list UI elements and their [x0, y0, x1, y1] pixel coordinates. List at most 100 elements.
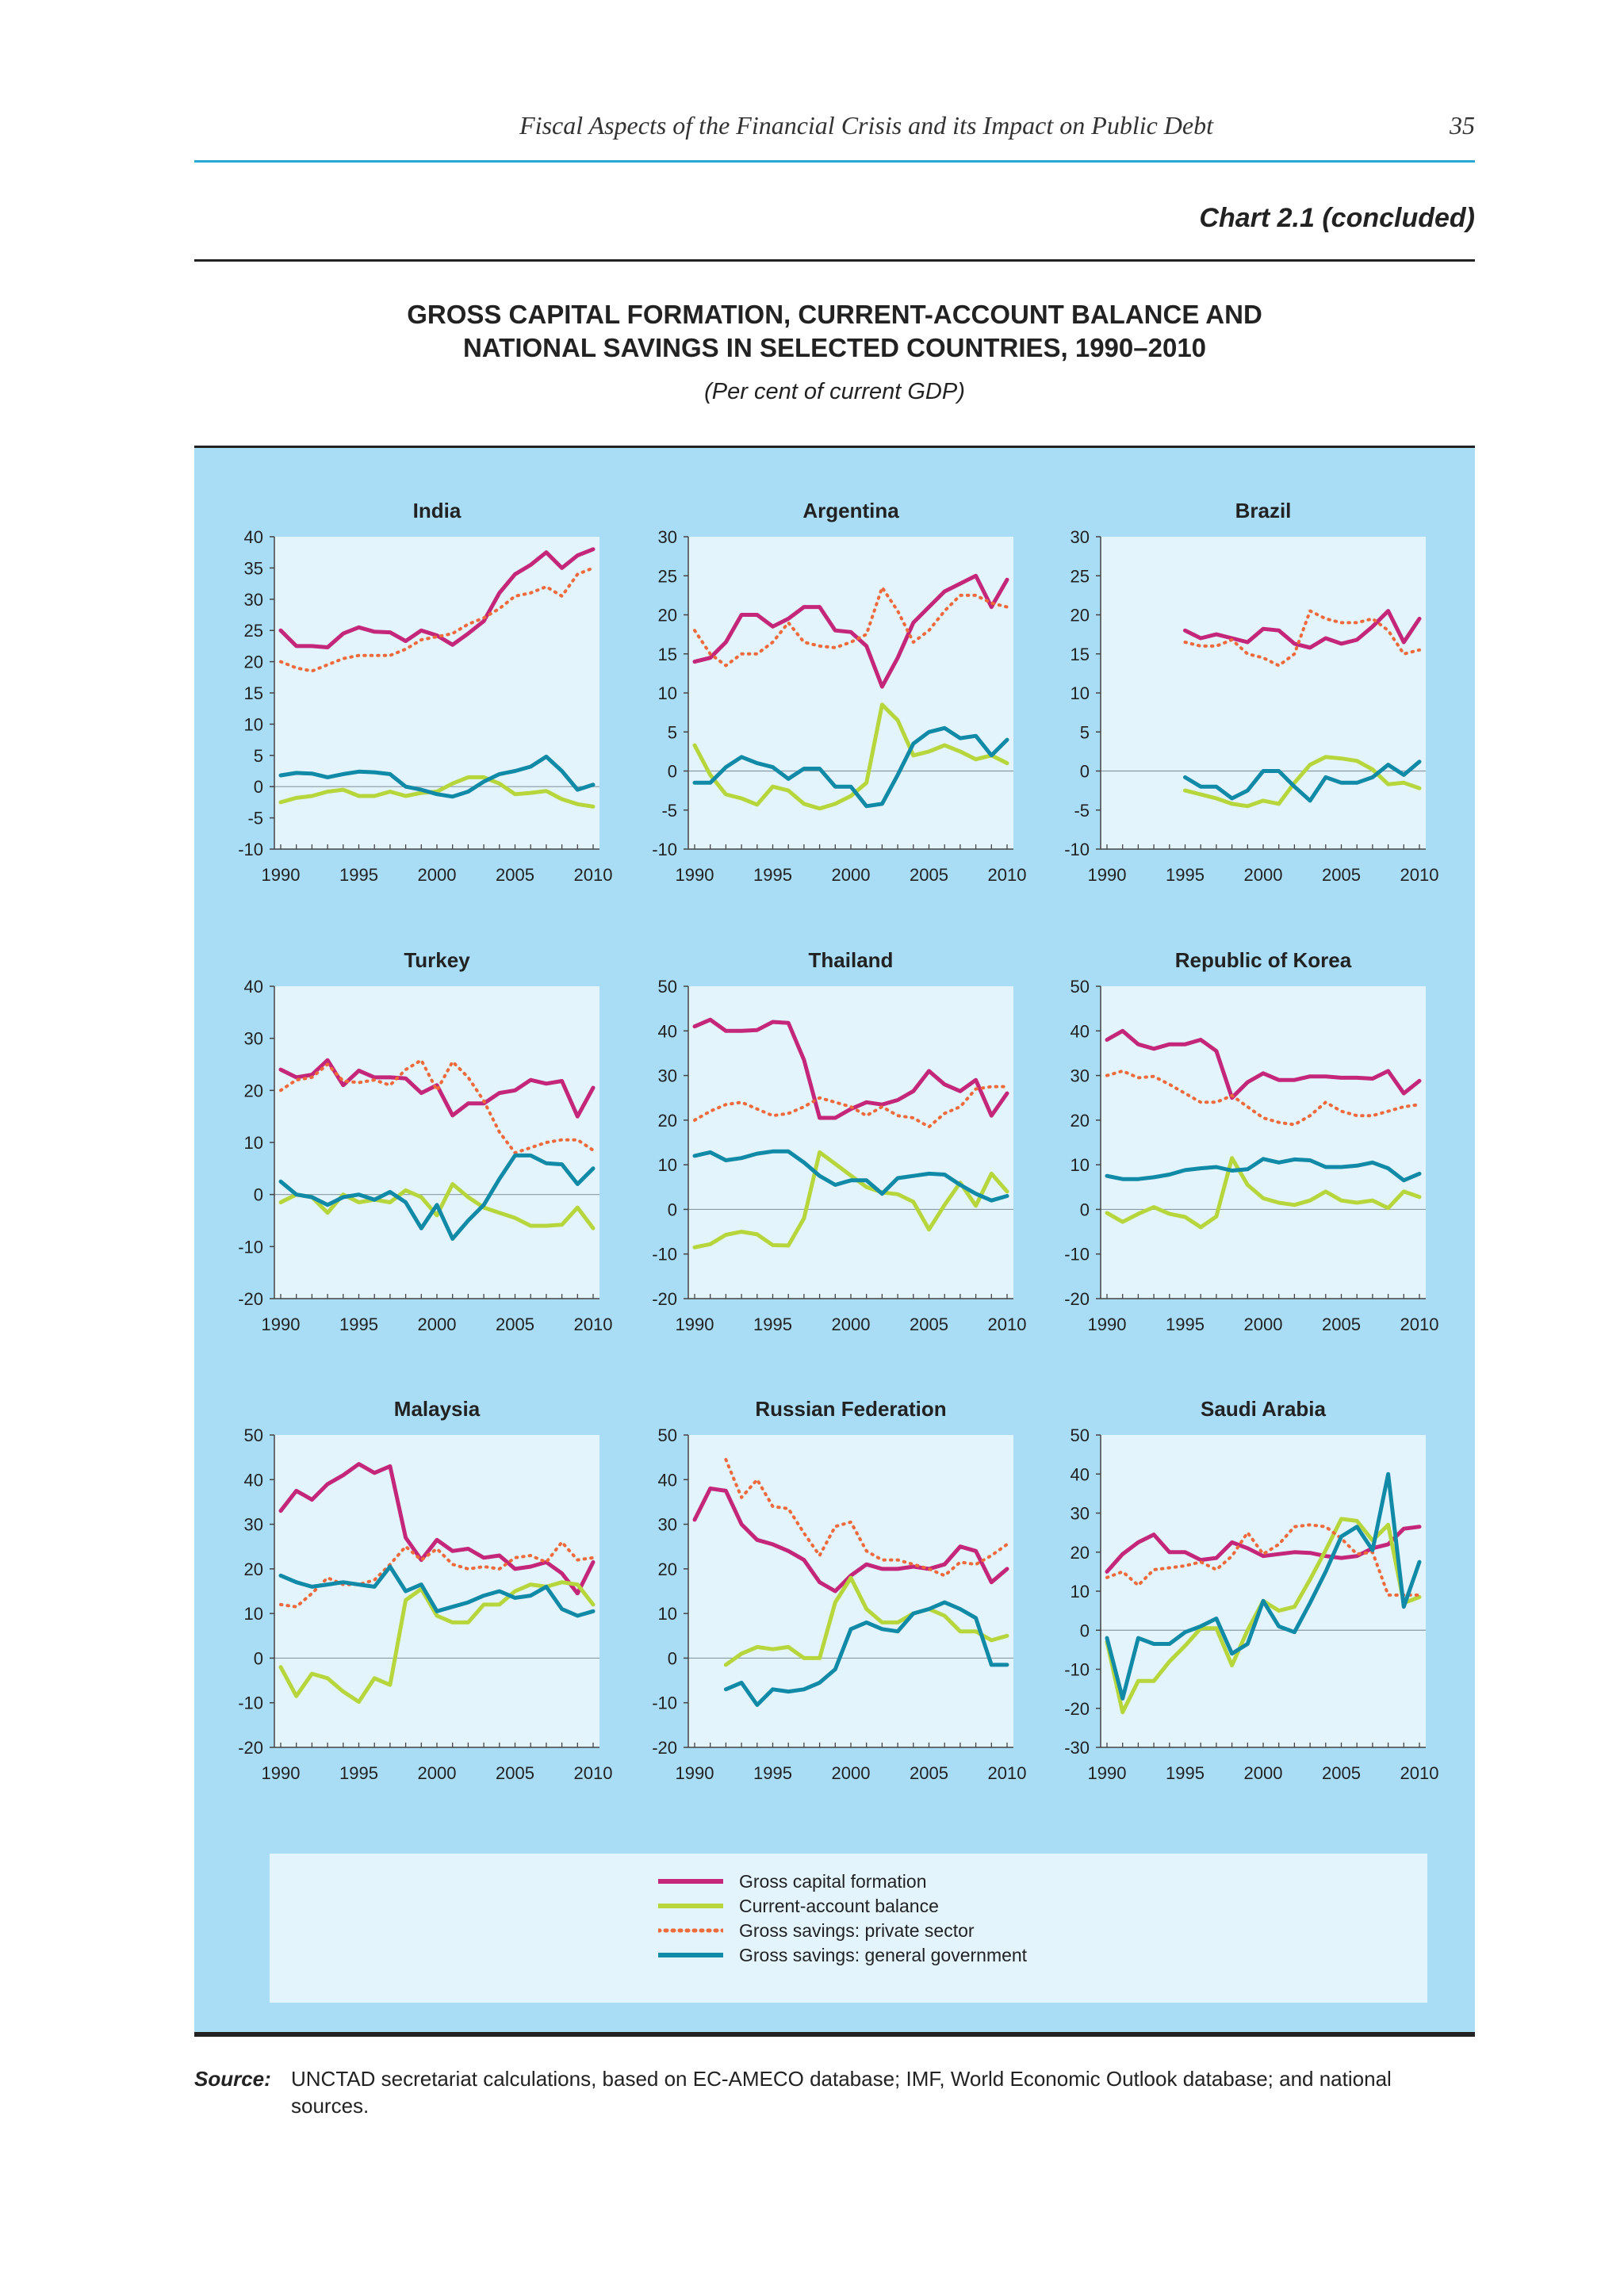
legend-swatch-government: [658, 1953, 723, 1957]
y-tick-label: 30: [1071, 1066, 1090, 1086]
x-tick-label: 1995: [339, 1763, 378, 1783]
y-tick-label: 20: [1071, 1543, 1090, 1563]
x-tick-label: 2000: [832, 865, 871, 885]
y-tick-label: 10: [658, 683, 677, 703]
figure-title-line2: NATIONAL SAVINGS IN SELECTED COUNTRIES, …: [462, 333, 1207, 362]
y-tick-label: 30: [1071, 527, 1090, 547]
chart-title: Malaysia: [394, 1397, 481, 1421]
x-tick-label: 2005: [910, 1763, 948, 1783]
chart-title: Argentina: [802, 499, 899, 522]
x-tick-label: 1990: [262, 865, 301, 885]
series-line-current-account-balance: [278, 1182, 596, 1230]
series-line-gross-savings-private-sector: [279, 566, 595, 673]
series-line-current-account-balance: [1183, 755, 1422, 809]
series-line-gross-savings-general-government: [278, 1564, 596, 1618]
x-tick-label: 2005: [1322, 1763, 1361, 1783]
x-tick-label: 2010: [988, 1314, 1027, 1334]
y-tick-label: 25: [1071, 566, 1090, 586]
y-tick-label: 0: [668, 1200, 677, 1219]
x-tick-label: 2010: [1400, 1314, 1439, 1334]
x-tick-label: 1990: [1088, 1763, 1127, 1783]
series-line-gross-capital-formation: [1105, 1028, 1422, 1100]
y-tick-label: -20: [1064, 1289, 1090, 1309]
series-line-gross-savings-general-government: [1183, 760, 1422, 803]
x-tick-label: 1995: [339, 865, 378, 885]
series-line-gross-savings-private-sector: [693, 1085, 1009, 1129]
y-tick-label: -20: [652, 1289, 677, 1309]
series-line-gross-capital-formation: [1183, 609, 1422, 650]
y-tick-label: 40: [244, 977, 263, 997]
plot-area: [688, 1435, 1013, 1747]
legend-swatch-cab: [658, 1904, 723, 1908]
y-tick-label: -10: [1064, 1245, 1090, 1265]
figure-subtitle: (Per cent of current GDP): [704, 379, 965, 404]
series-line-current-account-balance: [692, 1150, 1009, 1249]
source-label: Source:: [194, 2067, 271, 2091]
y-tick-label: 10: [244, 1133, 263, 1153]
x-tick-label: 2005: [496, 1763, 534, 1783]
y-tick-label: 25: [658, 566, 677, 586]
series-line-gross-savings-general-government: [278, 754, 596, 799]
x-tick-label: 1990: [676, 1763, 714, 1783]
y-tick-label: -20: [238, 1738, 263, 1758]
y-tick-label: 0: [668, 1648, 677, 1668]
x-tick-label: 1990: [1088, 865, 1127, 885]
series-line-gross-savings-general-government: [1105, 1157, 1422, 1183]
y-tick-label: -10: [652, 1245, 677, 1265]
series-line-gross-savings-private-sector: [1105, 1523, 1421, 1597]
x-tick-label: 2010: [988, 865, 1027, 885]
x-tick-label: 1990: [1088, 1314, 1127, 1334]
panel-rule-bottom: [194, 2032, 1475, 2034]
y-tick-label: 5: [254, 746, 263, 766]
x-tick-label: 2005: [1322, 865, 1361, 885]
y-tick-label: 0: [668, 762, 677, 782]
series-line-gross-savings-general-government: [278, 1153, 596, 1241]
chart-title: Russian Federation: [755, 1397, 946, 1421]
x-tick-label: 1995: [753, 1763, 792, 1783]
y-tick-label: 10: [1071, 1155, 1090, 1175]
plot-area: [1101, 1435, 1426, 1747]
y-tick-label: 50: [1071, 977, 1090, 997]
series-line-gross-capital-formation: [692, 573, 1009, 689]
x-tick-label: 1995: [1166, 1314, 1205, 1334]
y-tick-label: 0: [1080, 1200, 1090, 1219]
y-tick-label: 5: [1080, 722, 1090, 742]
y-tick-label: -20: [238, 1289, 263, 1309]
y-tick-label: 40: [658, 1470, 677, 1490]
y-tick-label: 20: [244, 1559, 263, 1579]
series-line-gross-capital-formation: [1105, 1525, 1422, 1574]
y-tick-label: 5: [668, 722, 677, 742]
x-tick-label: 2010: [988, 1763, 1027, 1783]
y-tick-label: 30: [244, 1515, 263, 1535]
series-line-gross-savings-private-sector: [724, 1458, 1009, 1578]
running-title: Fiscal Aspects of the Financial Crisis a…: [519, 111, 1213, 140]
plot-area: [274, 537, 599, 849]
chart-title: Republic of Korea: [1175, 948, 1352, 972]
y-tick-label: 40: [658, 1021, 677, 1041]
y-tick-label: 50: [658, 1425, 677, 1445]
y-tick-label: -5: [247, 809, 263, 828]
y-tick-label: 10: [1071, 683, 1090, 703]
series-line-current-account-balance: [278, 1580, 596, 1705]
y-tick-label: 40: [1071, 1464, 1090, 1484]
series-line-current-account-balance: [692, 702, 1009, 811]
y-tick-label: 25: [244, 621, 263, 641]
y-tick-label: 20: [1071, 606, 1090, 626]
x-tick-label: 2010: [574, 1763, 613, 1783]
y-tick-label: 10: [244, 1604, 263, 1624]
y-tick-label: 0: [254, 1648, 263, 1668]
y-tick-label: -10: [1064, 840, 1090, 859]
series-line-gross-savings-private-sector: [1183, 609, 1421, 668]
plot-area: [1101, 986, 1426, 1299]
figure-title-line1: GROSS CAPITAL FORMATION, CURRENT-ACCOUNT…: [407, 300, 1262, 329]
x-tick-label: 2005: [496, 865, 534, 885]
x-tick-label: 2010: [574, 865, 613, 885]
y-tick-label: 0: [254, 777, 263, 797]
y-tick-label: 20: [658, 1559, 677, 1579]
y-tick-label: 10: [658, 1155, 677, 1175]
